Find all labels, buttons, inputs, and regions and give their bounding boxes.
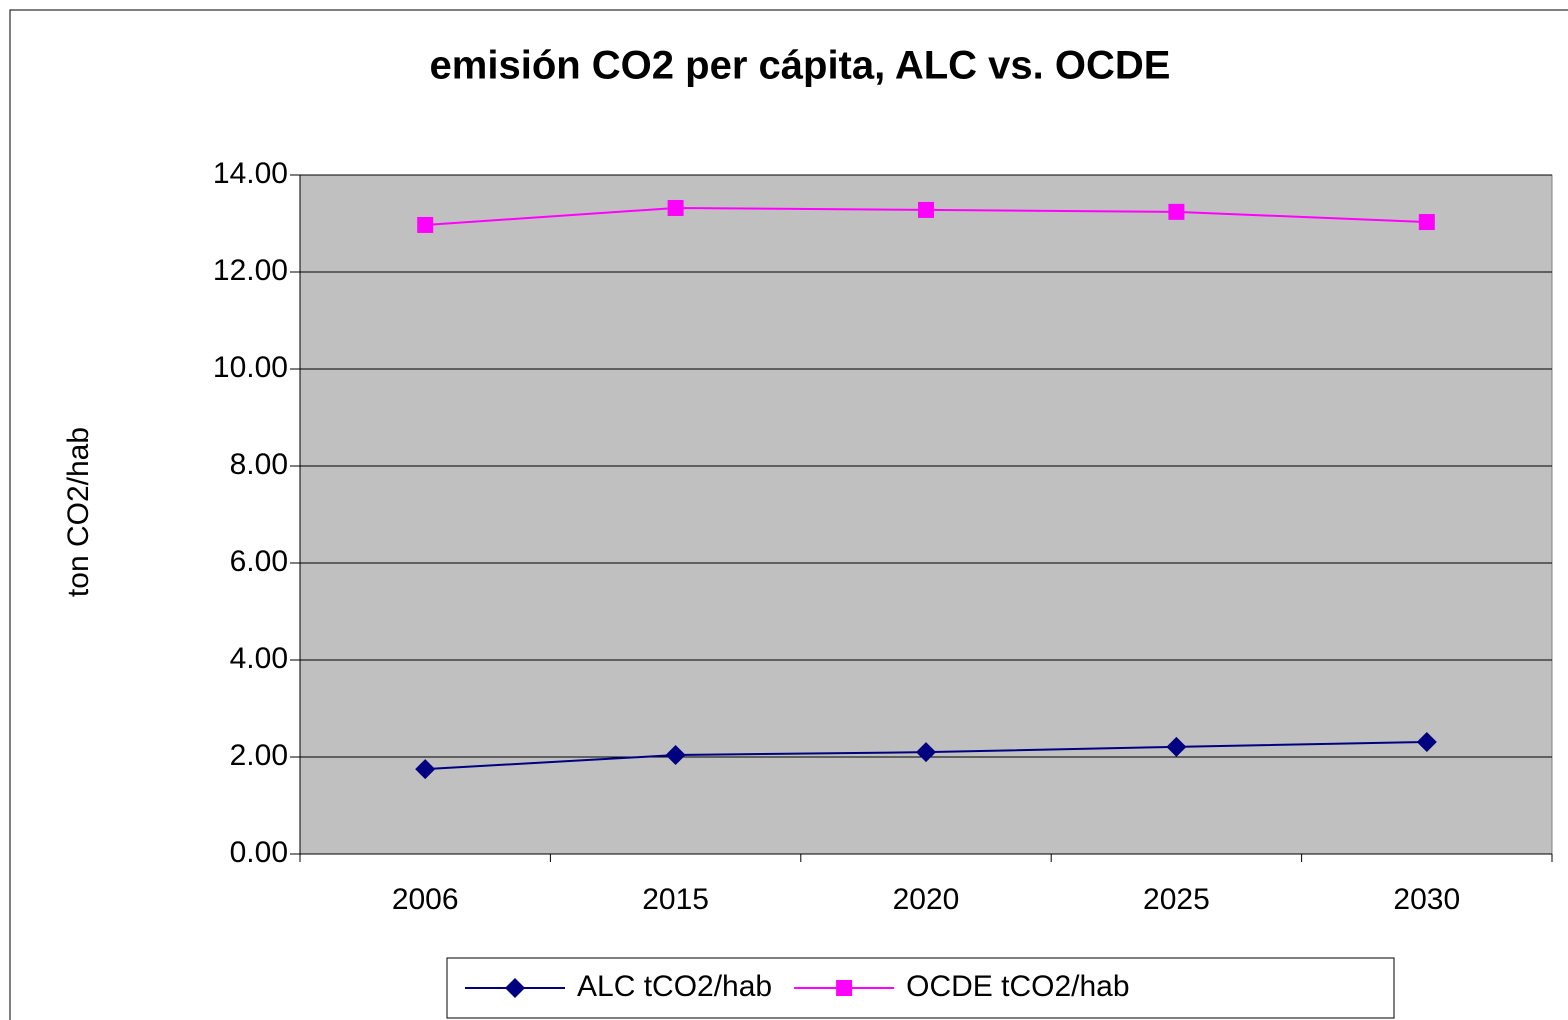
y-tick-label: 14.00 [213,157,288,190]
y-tick-label: 10.00 [213,351,288,384]
legend-box [446,957,1395,1019]
data-point [1166,736,1187,757]
data-point [916,742,936,763]
data-point [665,745,686,766]
y-axis-label: ton CO2/hab [62,427,95,597]
legend-label: ALC tCO2/hab [577,970,772,1003]
x-tick-label: 2020 [893,883,960,916]
y-tick-label: 0.00 [230,836,288,869]
x-tick-label: 2006 [392,883,459,916]
x-tick-label: 2030 [1393,883,1460,916]
x-tick-label: 2025 [1143,883,1210,916]
data-point [1416,731,1437,752]
data-point [1168,203,1185,220]
data-point [415,759,436,780]
x-tick-label: 2015 [642,883,709,916]
legend-marker [836,980,853,996]
y-tick-label: 12.00 [213,254,288,287]
plot-area [299,174,1553,855]
y-tick-label: 4.00 [230,642,288,675]
data-point [1418,214,1435,231]
y-tick-label: 6.00 [230,545,288,578]
data-point [918,201,934,218]
y-tick-label: 2.00 [230,739,288,772]
chart-title: emisión CO2 per cápita, ALC vs. OCDE [430,44,1171,88]
y-tick-label: 8.00 [230,448,288,481]
data-point [417,216,434,233]
legend-marker [505,978,525,998]
legend-label: OCDE tCO2/hab [906,970,1129,1003]
data-point [667,199,684,216]
